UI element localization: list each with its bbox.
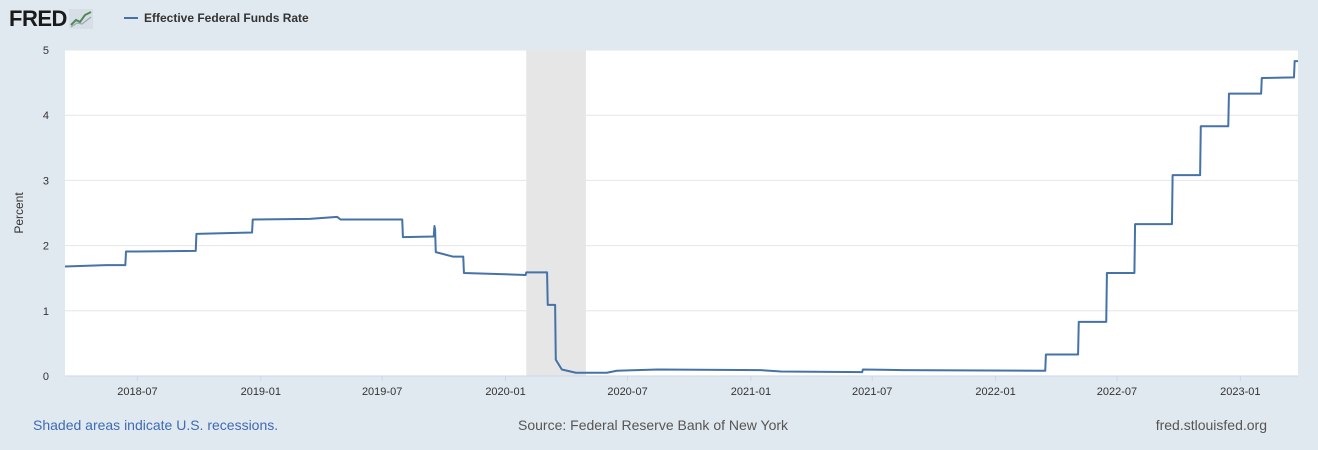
x-tick-label: 2019-07 (362, 386, 402, 398)
y-tick-label: 2 (43, 241, 49, 253)
y-tick-label: 1 (43, 306, 49, 318)
fred-logo[interactable]: FRED (9, 7, 93, 31)
y-axis-ticks: 0 1 2 3 4 5 (43, 45, 49, 383)
plot-area (65, 50, 1298, 376)
chart-legend[interactable]: Effective Federal Funds Rate (124, 11, 309, 25)
x-tick-label: 2021-07 (852, 386, 892, 398)
series-layer (64, 60, 1298, 374)
source-text: Source: Federal Reserve Bank of New York (518, 417, 789, 433)
x-tick-label: 2021-01 (731, 386, 771, 398)
legend-label: Effective Federal Funds Rate (144, 11, 309, 25)
site-link[interactable]: fred.stlouisfed.org (1155, 417, 1267, 433)
legend-line-swatch (124, 17, 138, 19)
x-axis-ticks: 2018-07 2019-01 2019-07 2020-01 2020-07 2021-… (65, 375, 1298, 398)
fred-logo-text: FRED (9, 6, 67, 31)
y-tick-label: 3 (43, 175, 49, 187)
chart-header: FRED Effective Federal Funds Rate (0, 0, 1318, 40)
y-tick-label: 4 (43, 110, 49, 122)
series-line-effective-federal-funds-rate[interactable] (64, 60, 1298, 374)
x-tick-label: 2019-01 (241, 386, 281, 398)
y-tick-label: 5 (43, 45, 49, 57)
gridlines (65, 49, 1298, 312)
x-tick-label: 2022-01 (975, 386, 1015, 398)
trend-graph-icon (68, 9, 93, 29)
x-tick-label: 2018-07 (117, 386, 157, 398)
x-tick-label: 2020-01 (485, 386, 525, 398)
recession-note-link[interactable]: Shaded areas indicate U.S. recessions. (33, 417, 279, 433)
x-tick-label: 2020-07 (607, 386, 647, 398)
x-tick-label: 2023-01 (1220, 386, 1260, 398)
y-tick-label: 0 (43, 371, 49, 383)
x-tick-label: 2022-07 (1097, 386, 1137, 398)
y-axis-label: Percent (12, 192, 26, 234)
